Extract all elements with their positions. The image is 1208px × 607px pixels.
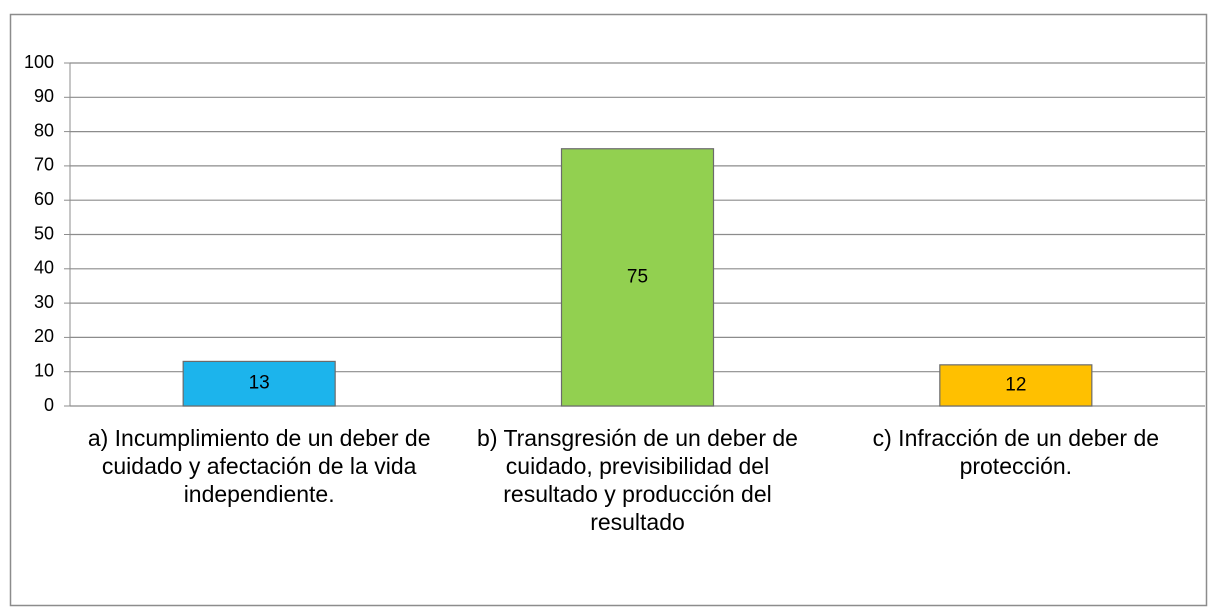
y-tick-label: 10 [34, 360, 54, 380]
chart-border [9, 13, 1208, 607]
x-tick-label: a) Incumplimiento de un deber de cuidado… [87, 425, 431, 507]
data-label: 75 [627, 266, 648, 287]
y-tick-label: 40 [34, 258, 54, 278]
x-tick-label: b) Transgresión de un deber de cuidado, … [477, 425, 798, 535]
y-tick-label: 80 [34, 120, 54, 140]
y-tick-label: 30 [34, 292, 54, 312]
data-label: 12 [1005, 374, 1026, 395]
y-tick-label: 50 [34, 223, 54, 243]
bar [939, 364, 1093, 407]
y-tick-label: 100 [24, 52, 54, 72]
bar [560, 148, 715, 407]
data-label: 13 [249, 373, 270, 394]
y-tick-label: 60 [34, 189, 54, 209]
x-tick-label: c) Infracción de un deber de protección. [872, 425, 1160, 479]
y-tick-label: 70 [34, 155, 54, 175]
y-tick-label: 90 [34, 86, 54, 106]
bar [182, 360, 336, 407]
y-tick-label: 20 [34, 326, 54, 346]
y-tick-label: 0 [44, 395, 54, 415]
